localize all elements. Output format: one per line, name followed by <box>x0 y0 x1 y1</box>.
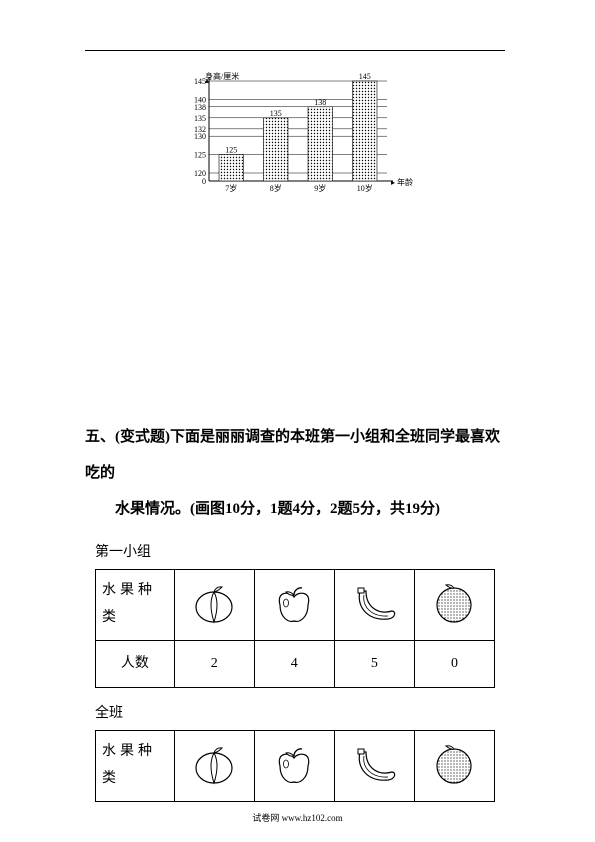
count-cell: 5 <box>334 641 414 688</box>
svg-text:▸ 年龄: ▸ 年龄 <box>391 177 413 187</box>
svg-text:135: 135 <box>270 109 282 118</box>
table-row: 水果种类 <box>96 570 495 641</box>
count-cell: 2 <box>174 641 254 688</box>
fruit-cell-banana <box>334 731 414 802</box>
svg-text:身高/厘米: 身高/厘米 <box>205 71 239 81</box>
fruit-cell-peach <box>174 570 254 641</box>
svg-text:132: 132 <box>194 125 206 134</box>
top-horizontal-rule <box>85 50 505 51</box>
count-cell: 0 <box>414 641 494 688</box>
svg-text:125: 125 <box>194 151 206 160</box>
table-row: 人数 2 4 5 0 <box>96 641 495 688</box>
class-caption: 全班 <box>95 702 505 722</box>
fruit-cell-apple <box>254 570 334 641</box>
svg-text:135: 135 <box>194 114 206 123</box>
svg-text:140: 140 <box>194 95 206 104</box>
count-header: 人数 <box>96 641 175 688</box>
count-cell: 4 <box>254 641 334 688</box>
svg-text:138: 138 <box>314 98 326 107</box>
svg-text:145: 145 <box>194 77 206 86</box>
svg-text:9岁: 9岁 <box>314 183 326 193</box>
table-row: 水果种类 <box>96 731 495 802</box>
fruit-cell-peach <box>174 731 254 802</box>
svg-text:0: 0 <box>202 177 206 186</box>
heading-line-1: 五、(变式题)下面是丽丽调查的本班第一小组和全班同学最喜欢吃的 <box>85 419 505 491</box>
group-fruit-table: 水果种类 人数 2 4 5 0 <box>95 569 495 688</box>
svg-text:145: 145 <box>359 72 371 81</box>
fruit-cell-apple <box>254 731 334 802</box>
group-caption: 第一小组 <box>95 541 505 561</box>
fruit-cell-banana <box>334 570 414 641</box>
section-5-heading: 五、(变式题)下面是丽丽调查的本班第一小组和全班同学最喜欢吃的 水果情况。(画图… <box>85 419 505 527</box>
svg-text:120: 120 <box>194 169 206 178</box>
svg-text:7岁: 7岁 <box>225 183 237 193</box>
page-footer: 试卷网 www.hz102.com <box>0 811 595 824</box>
fruit-type-header: 水果种类 <box>96 570 175 641</box>
height-bar-chart: 身高/厘米▸ 年龄▴01201251301321351381401451257岁… <box>175 69 415 199</box>
fruit-cell-orange <box>414 570 494 641</box>
heading-line-2: 水果情况。(画图10分，1题4分，2题5分，共19分) <box>85 491 505 527</box>
svg-text:10岁: 10岁 <box>357 183 373 193</box>
svg-text:125: 125 <box>225 146 237 155</box>
fruit-type-header: 水果种类 <box>96 731 175 802</box>
class-fruit-table: 水果种类 <box>95 730 495 802</box>
svg-text:8岁: 8岁 <box>270 183 282 193</box>
fruit-cell-orange <box>414 731 494 802</box>
